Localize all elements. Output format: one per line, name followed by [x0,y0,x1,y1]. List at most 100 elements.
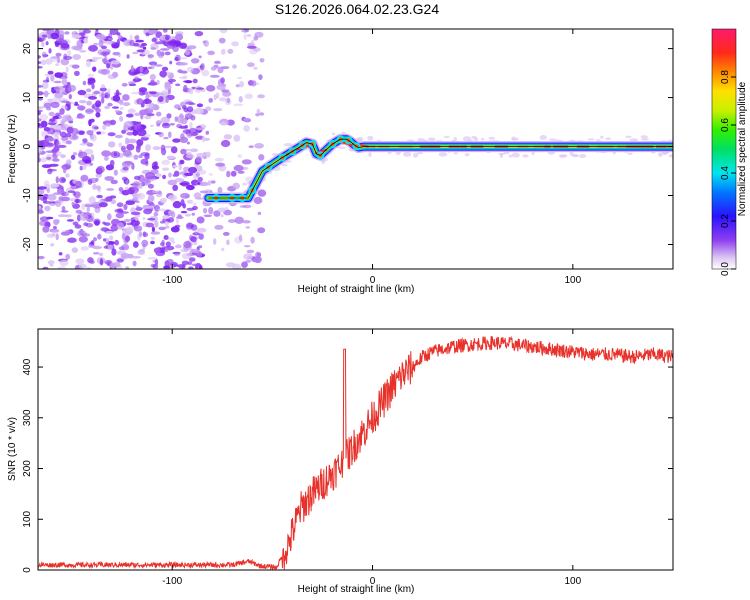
noise-speckle [245,226,250,229]
noise-speckle [135,39,145,43]
noise-speckle [172,200,182,209]
noise-speckle [246,249,255,254]
noise-speckle [233,103,244,107]
noise-speckle [114,239,119,246]
noise-speckle [88,119,92,127]
noise-speckle [251,39,255,44]
noise-speckle [216,84,226,91]
noise-speckle [169,123,175,126]
halo-speckle [503,151,510,155]
noise-speckle [251,80,257,87]
tone-reference-line [208,138,673,199]
noise-speckle [243,124,250,132]
noise-speckle [136,192,146,200]
noise-speckle [110,151,121,158]
noise-speckle [38,195,44,200]
noise-speckle [145,144,151,152]
noise-speckle [61,137,69,141]
noise-speckle [78,100,87,104]
noise-speckle [132,51,139,55]
noise-speckle [71,247,79,253]
noise-speckle [127,138,137,144]
noise-speckle [161,123,171,129]
noise-speckle [96,165,105,173]
noise-speckle [165,241,171,247]
noise-speckle [196,103,204,108]
noise-speckle [156,123,161,127]
noise-speckle [241,159,252,165]
halo-speckle [412,152,419,158]
noise-speckle [87,244,96,249]
noise-speckle [110,199,117,205]
noise-speckle [39,220,47,226]
noise-speckle [49,263,54,267]
noise-speckle [243,253,253,260]
noise-speckle [194,30,204,37]
noise-speckle [131,163,135,170]
noise-speckle [167,194,178,201]
noise-speckle [174,57,179,61]
x-tick-label: 0 [370,275,376,286]
noise-speckle [221,247,225,251]
noise-speckle [47,122,57,126]
halo-speckle [453,137,457,141]
noise-speckle [145,103,154,109]
noise-speckle [103,198,111,202]
noise-speckle [115,212,125,219]
noise-speckle [174,178,185,183]
noise-speckle [101,150,111,157]
noise-speckle [242,117,250,121]
noise-speckle [38,157,41,163]
noise-speckle [180,56,188,60]
spectrogram-y-axis-label: Frequency (Hz) [7,115,18,184]
noise-speckle [168,131,172,138]
noise-speckle [198,55,202,59]
noise-speckle [126,226,134,233]
y-tick-label: 100 [22,510,33,527]
noise-speckle [223,209,233,216]
noise-speckle [78,130,85,135]
noise-speckle [124,218,131,223]
noise-speckle [227,219,237,223]
noise-speckle [50,75,55,82]
noise-speckle [83,37,89,44]
noise-speckle [132,260,137,267]
noise-speckle [52,115,59,120]
noise-speckle [92,66,97,72]
noise-speckle [162,167,170,171]
noise-speckle [190,132,199,136]
noise-speckle [48,142,53,147]
noise-speckle [38,91,44,96]
noise-speckle [241,261,248,269]
noise-speckle [257,94,265,99]
noise-speckle [191,263,202,267]
halo-speckle [341,131,346,134]
noise-speckle [195,155,202,163]
noise-speckle [184,213,191,217]
snr-marks [38,335,673,570]
noise-speckle [208,98,213,103]
noise-speckle [122,166,129,171]
noise-speckle [213,238,217,245]
noise-speckle [44,205,51,212]
noise-speckle [242,220,251,224]
noise-speckle [165,35,170,41]
noise-speckle [74,70,80,76]
noise-speckle [93,237,97,242]
noise-speckle [119,106,124,111]
noise-speckle [147,183,154,189]
noise-speckle [186,153,195,159]
noise-speckle [49,118,56,123]
noise-speckle [75,258,85,265]
noise-speckle [101,96,105,104]
noise-speckle [71,34,82,39]
noise-speckle [38,33,43,38]
noise-speckle [68,120,74,124]
halo-speckle [453,152,458,155]
noise-speckle [175,218,179,224]
noise-speckle [141,42,147,47]
noise-speckle [150,240,155,245]
noise-speckle [172,138,181,143]
noise-speckle [122,102,131,107]
noise-speckle [158,131,164,138]
